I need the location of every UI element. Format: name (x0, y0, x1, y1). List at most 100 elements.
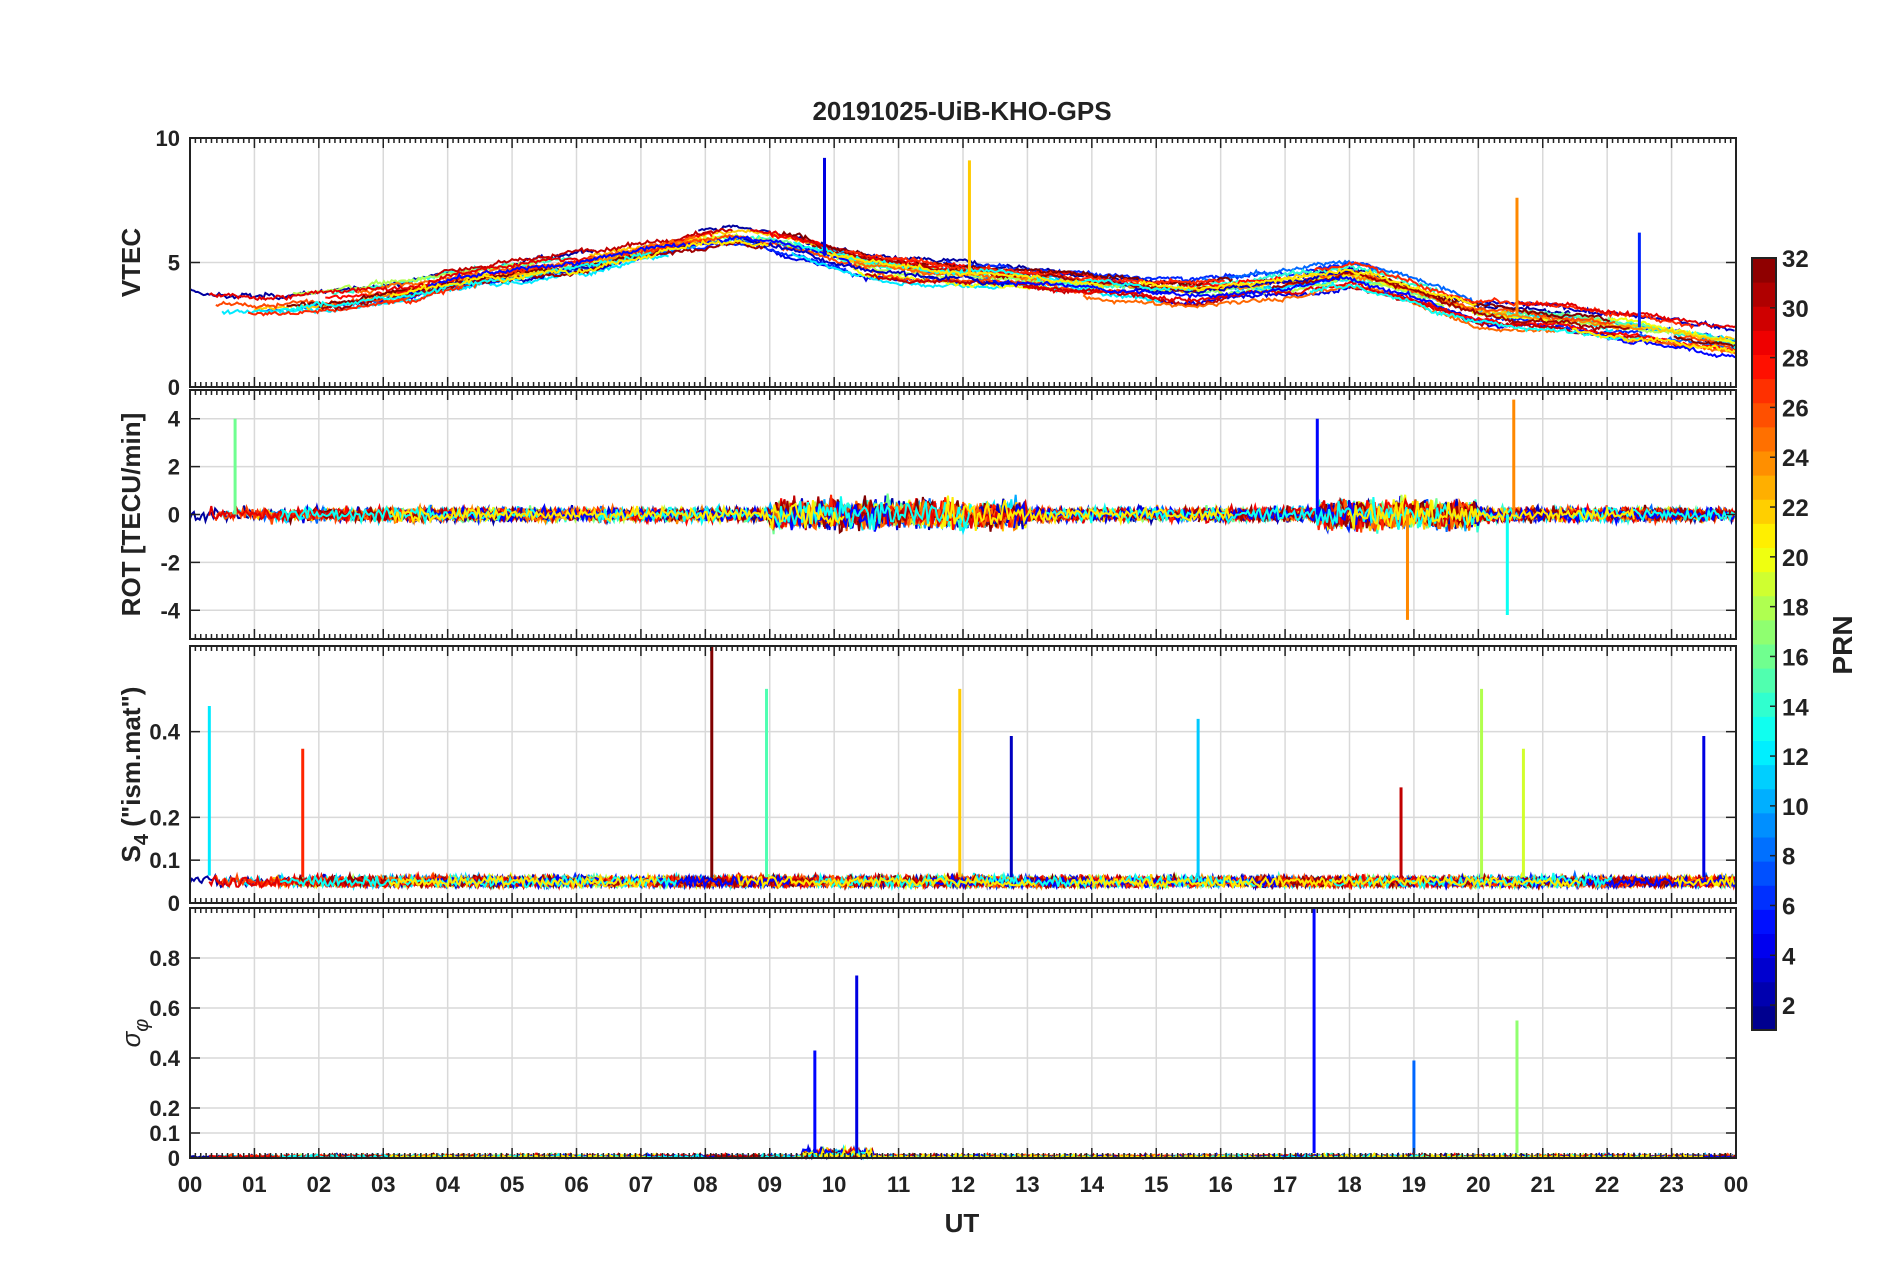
x-tick-labels: 00 01 02 03 04 05 06 07 08 09 10 11 12 13 14 15 16 17 18 19… (178, 1172, 1748, 1197)
series-prn-21 (941, 497, 1234, 532)
x-tick-label: 03 (371, 1172, 395, 1197)
y-tick-label: -4 (160, 598, 180, 623)
y-tick-label: 0.4 (149, 720, 180, 745)
y-axis-label: S4 ("ism.mat") (116, 687, 153, 863)
x-axis-label: UT (945, 1208, 980, 1238)
colorbar-tick-label: 20 (1782, 545, 1809, 572)
colorbar-segment (1752, 571, 1776, 597)
colorbar-tick-label: 8 (1782, 844, 1795, 871)
x-tick-label: 23 (1659, 1172, 1683, 1197)
x-tick-label: 08 (693, 1172, 717, 1197)
colorbar-segment (1752, 523, 1776, 548)
series-prn-21 (737, 874, 1037, 890)
colorbar-tick-label: 14 (1782, 694, 1809, 721)
x-tick-label: 11 (887, 1172, 910, 1197)
y-tick-label: 0.8 (149, 946, 180, 971)
series-prn-5 (427, 235, 852, 288)
panel-s4: 0 0.1 0.2 0.4S4 ("ism.mat") (116, 645, 1737, 916)
x-tick-label: 05 (500, 1172, 524, 1197)
panel-rot: -4 -2 0 2 4 ROT [TECU/min] (116, 389, 1737, 640)
y-tick-label: 0 (168, 1146, 180, 1171)
y-tick-label: 0.2 (149, 805, 180, 830)
y-tick-label: 0 (168, 891, 180, 916)
x-tick-label: 17 (1273, 1172, 1297, 1197)
panel-sigma-phi: 00.10.2 0.4 0.6 0.8 σφ (116, 907, 1737, 1171)
colorbar-tick-label: 24 (1782, 445, 1809, 472)
colorbar-segment (1752, 306, 1776, 331)
series-prn-21 (1673, 873, 1736, 890)
y-tick-label: -2 (160, 550, 180, 575)
series-prn-27 (845, 249, 1225, 286)
figure-title: 20191025-UiB-KHO-GPS (812, 96, 1111, 126)
colorbar-segment (1752, 354, 1776, 380)
colorbar-segment (1752, 837, 1776, 862)
colorbar-tick-label: 32 (1782, 246, 1809, 273)
series-prn-29 (1022, 280, 1450, 314)
x-tick-label: 14 (1080, 1172, 1105, 1197)
colorbar-segment (1752, 378, 1776, 404)
colorbar-tick-label: 12 (1782, 744, 1809, 771)
colorbar-tick-label: 18 (1782, 595, 1809, 622)
colorbar-segment (1752, 426, 1776, 452)
series-prn-32 (1673, 335, 1737, 349)
colorbar-segment (1752, 547, 1776, 573)
series-prn-3 (743, 238, 1011, 288)
series-prn-21 (1139, 267, 1477, 307)
x-tick-label: 15 (1144, 1172, 1168, 1197)
y-axis-label: σφ (116, 1019, 153, 1048)
x-tick-label: 22 (1595, 1172, 1619, 1197)
series-prn-30 (434, 227, 733, 277)
y-tick-label: 0.6 (149, 996, 180, 1021)
colorbar-segment (1752, 812, 1776, 838)
series-prn-21 (1069, 873, 1582, 891)
colorbar-segment (1752, 716, 1776, 741)
colorbar-segment (1752, 475, 1776, 500)
y-axis-label: VTEC (116, 228, 146, 298)
colorbar-tick-label: 30 (1782, 296, 1809, 323)
series-prn-31 (318, 240, 764, 312)
colorbar-segment (1752, 619, 1776, 645)
colorbar-segment (1752, 861, 1776, 886)
series-prn-21 (388, 500, 845, 530)
series-prn-8 (1201, 259, 1491, 308)
y-tick-label: 5 (168, 251, 180, 276)
colorbar-segment (1752, 595, 1776, 621)
colorbar-segment (1752, 981, 1776, 1007)
colorbar-label: PRN (1827, 615, 1858, 674)
x-tick-label: 02 (307, 1172, 331, 1197)
colorbar-segment (1752, 282, 1776, 307)
colorbar-segment (1752, 668, 1776, 693)
series-prn-13 (279, 251, 652, 313)
y-tick-label: 0.2 (149, 1096, 180, 1121)
y-tick-label: 0.1 (149, 1121, 180, 1146)
series-prn-21 (389, 239, 769, 298)
x-tick-label: 04 (435, 1172, 460, 1197)
series-prn-29 (208, 256, 593, 302)
colorbar-segment (1752, 957, 1776, 983)
x-tick-label: 07 (629, 1172, 653, 1197)
x-tick-label: 12 (951, 1172, 975, 1197)
colorbar-segment (1752, 499, 1776, 524)
colorbar-tick-label: 6 (1782, 893, 1795, 920)
series-prn-27 (247, 286, 462, 317)
colorbar-tick-label: 10 (1782, 794, 1809, 821)
series-prn-21 (388, 874, 658, 891)
colorbar-segment (1752, 740, 1776, 766)
colorbar-tick-label: 28 (1782, 346, 1809, 373)
y-axis-label: ROT [TECU/min] (116, 413, 146, 617)
colorbar-segment (1752, 1005, 1776, 1031)
y-tick-label: 0 (168, 503, 180, 528)
panel-vtec: 0 5 10 VTEC (116, 126, 1737, 400)
series-prn-21 (826, 251, 1104, 289)
x-tick-label: 09 (758, 1172, 782, 1197)
y-tick-label: 2 (168, 455, 180, 480)
colorbar-segment (1752, 788, 1776, 814)
colorbar-segment (1752, 330, 1776, 355)
colorbar-tick-label: 22 (1782, 495, 1809, 522)
colorbar-segment (1752, 764, 1776, 790)
colorbar-segment (1752, 692, 1776, 717)
x-tick-label: 19 (1402, 1172, 1426, 1197)
x-tick-label: 18 (1337, 1172, 1361, 1197)
